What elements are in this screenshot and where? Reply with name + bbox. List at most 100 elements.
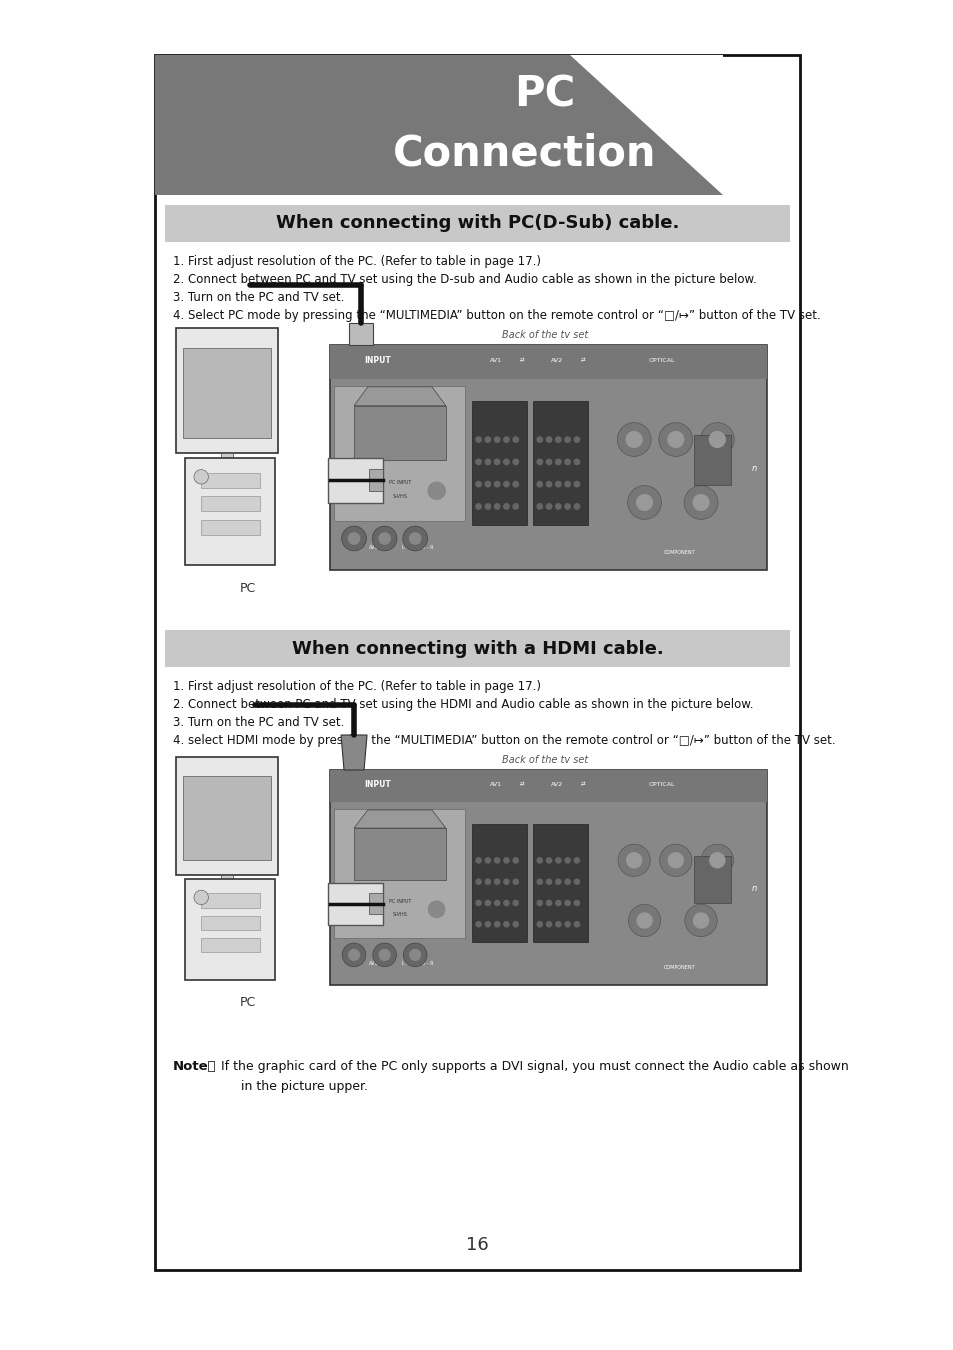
Circle shape bbox=[485, 482, 490, 487]
Circle shape bbox=[546, 459, 551, 464]
Bar bbox=[154, 55, 722, 194]
Circle shape bbox=[667, 432, 683, 447]
Circle shape bbox=[574, 459, 579, 464]
Bar bbox=[354, 406, 445, 460]
Text: n: n bbox=[750, 464, 756, 474]
Circle shape bbox=[410, 949, 420, 960]
Circle shape bbox=[546, 922, 551, 927]
Bar bbox=[334, 386, 465, 521]
Circle shape bbox=[574, 900, 578, 906]
Circle shape bbox=[637, 913, 652, 927]
Polygon shape bbox=[340, 734, 367, 770]
Circle shape bbox=[546, 879, 551, 884]
Text: PC: PC bbox=[239, 996, 255, 1010]
Text: AV2: AV2 bbox=[551, 358, 562, 363]
Circle shape bbox=[402, 526, 427, 551]
Circle shape bbox=[574, 879, 578, 884]
Circle shape bbox=[555, 504, 560, 509]
Circle shape bbox=[485, 459, 490, 464]
Circle shape bbox=[513, 922, 517, 927]
Bar bbox=[165, 205, 789, 242]
Text: Note：: Note： bbox=[172, 1060, 216, 1073]
Polygon shape bbox=[569, 55, 722, 194]
Circle shape bbox=[348, 533, 359, 544]
Circle shape bbox=[494, 437, 499, 443]
Circle shape bbox=[537, 900, 541, 906]
Circle shape bbox=[659, 423, 692, 456]
Circle shape bbox=[537, 857, 541, 863]
Text: Back of the tv set: Back of the tv set bbox=[501, 329, 587, 340]
Circle shape bbox=[574, 482, 579, 487]
Circle shape bbox=[348, 949, 359, 960]
Circle shape bbox=[659, 844, 691, 876]
Text: ⇄: ⇄ bbox=[580, 782, 585, 787]
Circle shape bbox=[476, 879, 480, 884]
Circle shape bbox=[555, 482, 560, 487]
Circle shape bbox=[627, 486, 660, 520]
Circle shape bbox=[667, 853, 682, 868]
Circle shape bbox=[193, 890, 208, 905]
Circle shape bbox=[537, 504, 542, 509]
Text: S-VHS: S-VHS bbox=[392, 913, 407, 917]
Circle shape bbox=[555, 459, 560, 464]
Text: Connection: Connection bbox=[393, 132, 656, 174]
Circle shape bbox=[494, 900, 499, 906]
Circle shape bbox=[513, 437, 517, 443]
Text: S-VHS: S-VHS bbox=[392, 494, 407, 498]
Circle shape bbox=[485, 922, 490, 927]
Circle shape bbox=[494, 482, 499, 487]
Circle shape bbox=[485, 900, 490, 906]
Bar bbox=[175, 757, 277, 875]
Text: AV2: AV2 bbox=[551, 782, 562, 787]
Circle shape bbox=[556, 922, 560, 927]
Bar bbox=[693, 856, 730, 903]
Text: 2. Connect between PC and TV set using the D-sub and Audio cable as shown in the: 2. Connect between PC and TV set using t… bbox=[172, 273, 756, 286]
Circle shape bbox=[379, 949, 390, 960]
Circle shape bbox=[684, 904, 717, 937]
Circle shape bbox=[513, 504, 517, 509]
Text: AV1: AV1 bbox=[490, 358, 501, 363]
Circle shape bbox=[372, 526, 396, 551]
Text: 16: 16 bbox=[466, 1237, 488, 1254]
Bar bbox=[348, 323, 373, 346]
Circle shape bbox=[618, 844, 650, 876]
Text: OPTICAL: OPTICAL bbox=[648, 358, 675, 363]
Circle shape bbox=[503, 459, 509, 464]
Text: AV3: AV3 bbox=[369, 961, 378, 967]
Text: L - AUDIO - R: L - AUDIO - R bbox=[401, 961, 433, 967]
Circle shape bbox=[556, 879, 560, 884]
Text: 3. Turn on the PC and TV set.: 3. Turn on the PC and TV set. bbox=[172, 292, 344, 304]
Circle shape bbox=[503, 900, 509, 906]
Bar bbox=[183, 347, 271, 437]
Bar bbox=[154, 55, 569, 194]
Bar bbox=[330, 346, 766, 379]
Circle shape bbox=[378, 533, 390, 544]
Circle shape bbox=[564, 482, 570, 487]
Bar bbox=[369, 468, 382, 491]
Circle shape bbox=[513, 879, 517, 884]
Text: PC INPUT: PC INPUT bbox=[388, 481, 411, 485]
Bar bbox=[165, 630, 789, 667]
Circle shape bbox=[494, 857, 499, 863]
Bar bbox=[209, 464, 245, 471]
Circle shape bbox=[700, 423, 734, 456]
Circle shape bbox=[564, 459, 570, 464]
Circle shape bbox=[494, 879, 499, 884]
Bar bbox=[330, 346, 766, 570]
Bar bbox=[354, 828, 445, 880]
Circle shape bbox=[476, 922, 480, 927]
Circle shape bbox=[626, 853, 641, 868]
Circle shape bbox=[628, 904, 660, 937]
Bar bbox=[330, 769, 766, 802]
Circle shape bbox=[709, 853, 724, 868]
Bar bbox=[201, 938, 259, 952]
Bar bbox=[330, 769, 766, 985]
Text: 4. select HDMI mode by pressing the “MULTIMEDIA” button on the remote control or: 4. select HDMI mode by pressing the “MUL… bbox=[172, 734, 835, 747]
Circle shape bbox=[494, 504, 499, 509]
Circle shape bbox=[537, 922, 541, 927]
Circle shape bbox=[503, 504, 509, 509]
Bar bbox=[201, 915, 259, 930]
Circle shape bbox=[513, 857, 517, 863]
Bar bbox=[201, 894, 259, 907]
Circle shape bbox=[574, 437, 579, 443]
